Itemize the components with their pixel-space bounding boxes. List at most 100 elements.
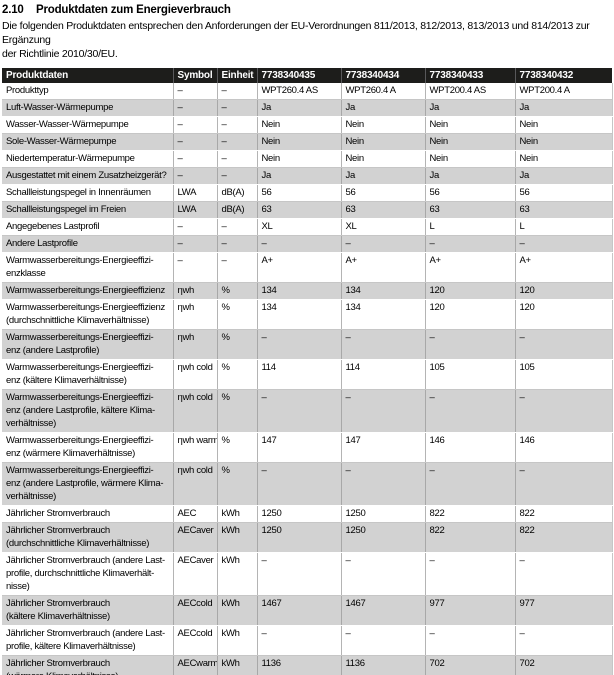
row-label: Warmwasserbereitungs-Energieeffizi- enz … (2, 359, 174, 390)
symbol-cell: – (173, 99, 218, 117)
value-cell: – (515, 462, 613, 506)
value-cell: Nein (341, 150, 426, 168)
table-row: Warmwasserbereitungs-Energieeffizi- enzk… (2, 252, 613, 283)
value-cell: – (425, 235, 516, 253)
value-cell: 977 (425, 595, 516, 626)
column-header-produktdaten: Produktdaten (2, 68, 174, 83)
value-cell: 1250 (257, 522, 342, 553)
row-label: Jährlicher Stromverbrauch (andere Last- … (2, 552, 174, 596)
table-row: Jährlicher Stromverbrauch (andere Last- … (2, 625, 613, 656)
value-cell: Ja (257, 167, 342, 185)
value-cell: Nein (515, 116, 613, 134)
value-cell: 114 (341, 359, 426, 390)
symbol-cell: ηwh cold (173, 359, 218, 390)
value-cell: – (257, 625, 342, 656)
symbol-cell: ηwh (173, 299, 218, 330)
value-cell: 134 (257, 282, 342, 300)
table-row: Jährlicher Stromverbrauch (andere Last- … (2, 552, 613, 596)
unit-cell: kWh (217, 522, 258, 553)
value-cell: WPT200.4 AS (425, 83, 516, 100)
value-cell: 134 (341, 282, 426, 300)
value-cell: Nein (425, 150, 516, 168)
value-cell: 702 (515, 655, 613, 675)
row-label: Warmwasserbereitungs-Energieeffizi- enz … (2, 432, 174, 463)
value-cell: Nein (425, 116, 516, 134)
column-header-article-2: 7738340434 (341, 68, 426, 83)
value-cell: Nein (341, 133, 426, 151)
symbol-cell: – (173, 133, 218, 151)
symbol-cell: – (173, 167, 218, 185)
symbol-cell: ηwh (173, 282, 218, 300)
table-row: Luft-Wasser-Wärmepumpe – – Ja Ja Ja Ja (2, 99, 613, 117)
table-row: Produkttyp – – WPT260.4 AS WPT260.4 A WPT200.… (2, 83, 613, 100)
row-label: Schallleistungspegel im Freien (2, 201, 174, 219)
row-label: Warmwasserbereitungs-Energieeffizienz (d… (2, 299, 174, 330)
row-label: Angegebenes Lastprofil (2, 218, 174, 236)
value-cell: XL (341, 218, 426, 236)
table-row: Warmwasserbereitungs-Energieeffizi- enz … (2, 462, 613, 506)
value-cell: 105 (515, 359, 613, 390)
unit-cell: kWh (217, 552, 258, 596)
value-cell: L (425, 218, 516, 236)
table-row: Jährlicher Stromverbrauch AEC kWh 1250 1250 8… (2, 505, 613, 523)
value-cell: 1467 (341, 595, 426, 626)
value-cell: – (341, 235, 426, 253)
symbol-cell: LWA (173, 201, 218, 219)
unit-cell: dB(A) (217, 201, 258, 219)
intro-paragraph: Die folgenden Produktdaten entsprechen d… (2, 20, 590, 60)
unit-cell: kWh (217, 655, 258, 675)
row-label: Produkttyp (2, 83, 174, 100)
unit-cell: % (217, 432, 258, 463)
value-cell: – (515, 389, 613, 433)
value-cell: – (425, 462, 516, 506)
value-cell: 1250 (257, 505, 342, 523)
unit-cell: kWh (217, 625, 258, 656)
value-cell: A+ (515, 252, 613, 283)
row-label: Luft-Wasser-Wärmepumpe (2, 99, 174, 117)
value-cell: L (515, 218, 613, 236)
column-header-einheit: Einheit (217, 68, 258, 83)
table-row: Angegebenes Lastprofil – – XL XL L L (2, 218, 613, 236)
unit-cell: – (217, 167, 258, 185)
symbol-cell: AECwarm (173, 655, 218, 675)
table-row: Wasser-Wasser-Wärmepumpe – – Nein Nein Nein Ne… (2, 116, 613, 134)
value-cell: – (257, 552, 342, 596)
value-cell: WPT200.4 A (515, 83, 613, 100)
value-cell: Nein (257, 116, 342, 134)
row-label: Andere Lastprofile (2, 235, 174, 253)
value-cell: 63 (341, 201, 426, 219)
symbol-cell: AECcold (173, 595, 218, 626)
column-header-symbol: Symbol (173, 68, 218, 83)
symbol-cell: LWA (173, 184, 218, 202)
value-cell: 147 (257, 432, 342, 463)
row-label: Niedertemperatur-Wärmepumpe (2, 150, 174, 168)
unit-cell: % (217, 282, 258, 300)
value-cell: – (425, 625, 516, 656)
value-cell: Ja (341, 167, 426, 185)
unit-cell: – (217, 83, 258, 100)
table-row: Warmwasserbereitungs-Energieeffizienz (d… (2, 299, 613, 330)
value-cell: Ja (515, 99, 613, 117)
row-label: Jährlicher Stromverbrauch (wärmere Klima… (2, 655, 174, 675)
value-cell: – (515, 235, 613, 253)
section-title: Produktdaten zum Energieverbrauch (36, 4, 231, 16)
value-cell: A+ (341, 252, 426, 283)
symbol-cell: – (173, 150, 218, 168)
value-cell: 120 (425, 282, 516, 300)
value-cell: 1136 (341, 655, 426, 675)
row-label: Jährlicher Stromverbrauch (2, 505, 174, 523)
row-label: Warmwasserbereitungs-Energieeffizi- enz … (2, 389, 174, 433)
symbol-cell: AECaver (173, 522, 218, 553)
value-cell: Nein (515, 150, 613, 168)
table-row: Warmwasserbereitungs-Energieeffizi- enz … (2, 389, 613, 433)
value-cell: 114 (257, 359, 342, 390)
value-cell: 146 (425, 432, 516, 463)
symbol-cell: ηwh cold (173, 462, 218, 506)
value-cell: 56 (341, 184, 426, 202)
symbol-cell: AECaver (173, 552, 218, 596)
value-cell: – (515, 552, 613, 596)
value-cell: 702 (425, 655, 516, 675)
symbol-cell: – (173, 83, 218, 100)
value-cell: A+ (425, 252, 516, 283)
